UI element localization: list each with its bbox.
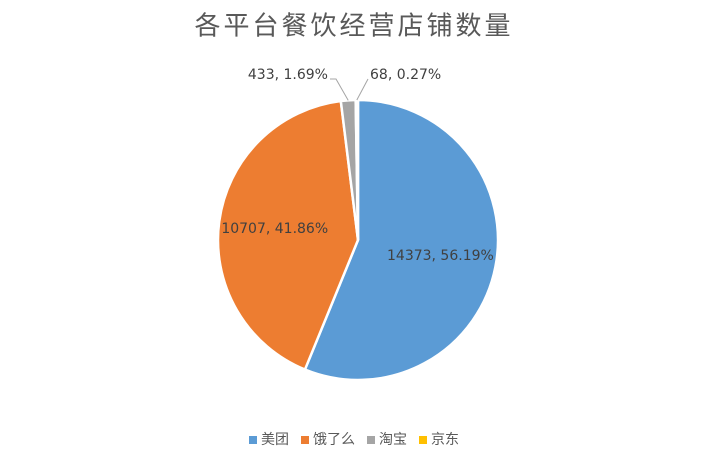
data-label: 68, 0.27% bbox=[370, 67, 441, 83]
data-label: 14373, 56.19% bbox=[387, 248, 494, 264]
legend: 美团 饿了么 淘宝 京东 bbox=[249, 432, 459, 448]
legend-label: 美团 bbox=[261, 432, 289, 448]
leader-line bbox=[330, 78, 349, 101]
data-label: 10707, 41.86% bbox=[221, 221, 328, 237]
pie-slice bbox=[216, 99, 360, 372]
legend-label: 饿了么 bbox=[313, 432, 355, 448]
legend-swatch bbox=[419, 436, 427, 444]
legend-label: 淘宝 bbox=[379, 432, 407, 448]
pie-slice bbox=[354, 98, 360, 241]
chart-title: 各平台餐饮经营店铺数量 bbox=[194, 12, 513, 42]
data-label: 433, 1.69% bbox=[248, 67, 328, 83]
legend-label: 京东 bbox=[431, 432, 459, 448]
leader-line bbox=[356, 78, 369, 101]
legend-swatch bbox=[249, 436, 257, 444]
legend-swatch bbox=[367, 436, 375, 444]
pie-slice bbox=[303, 98, 500, 382]
legend-swatch bbox=[301, 436, 309, 444]
